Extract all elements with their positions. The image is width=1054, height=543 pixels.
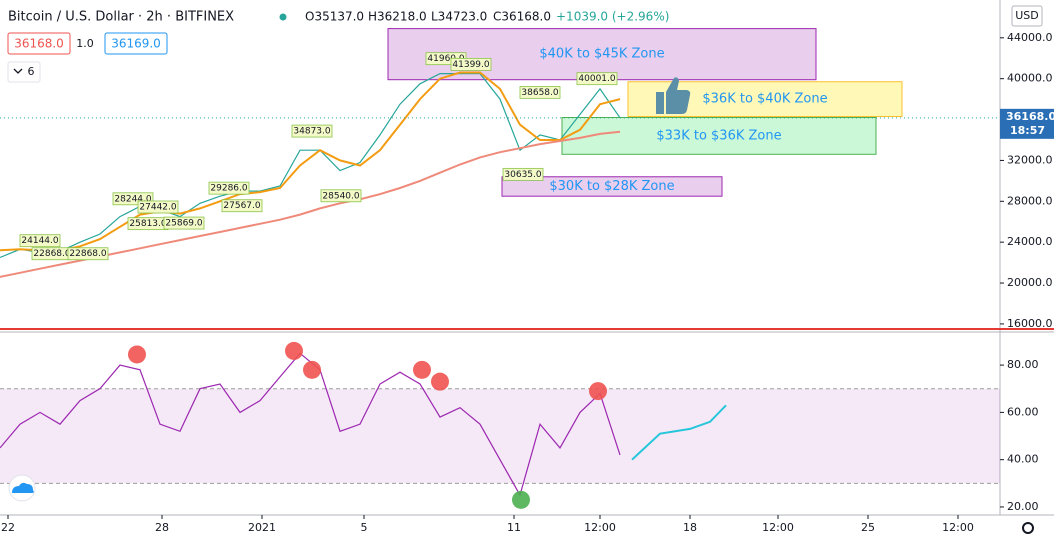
ohlc-close: C36168.0 (493, 10, 551, 24)
last-price-box (1000, 108, 1054, 139)
signal-marker (431, 372, 449, 391)
price-label-box (450, 57, 492, 71)
ohlc-change: +1039.0 (+2.96%) (556, 10, 669, 24)
rsi-band (0, 388, 1000, 484)
price-label: 27567.0 (223, 201, 260, 211)
zone-label: $40K to $45K Zone (539, 47, 664, 62)
x-tick-label: 11 (507, 521, 521, 534)
price-label: 27442.0 (139, 202, 176, 212)
price-label: 25869.0 (165, 219, 202, 229)
zone-label: $36K to $40K Zone (702, 92, 827, 107)
price-label-box (519, 85, 561, 99)
price-label: 40001.0 (578, 74, 615, 84)
status-dot (279, 13, 287, 21)
sell-price[interactable]: 36168.0 (14, 37, 64, 51)
currency-button[interactable] (1011, 5, 1043, 27)
price-label: 22868.0 (33, 249, 70, 259)
x-tick-label: 2021 (248, 521, 276, 534)
price-label: 30635.0 (504, 170, 541, 180)
x-tick-label: 12:00 (762, 521, 794, 534)
y-tick-label: 16000.0 (1007, 317, 1053, 330)
y-tick-label: 24000.0 (1007, 235, 1053, 248)
x-tick-label: 5 (361, 521, 368, 534)
signal-marker (589, 382, 607, 401)
signal-marker (413, 360, 431, 379)
price-axis (1000, 0, 1054, 543)
series-line (0, 71, 621, 252)
y-tick-label: 40000.0 (1007, 72, 1053, 85)
price-label-box (19, 234, 61, 248)
buy-price[interactable]: 36169.0 (111, 37, 161, 51)
price-label-box (67, 247, 109, 261)
zone (501, 176, 723, 197)
price-label-box (291, 124, 333, 138)
indicators-toggle[interactable] (7, 61, 41, 83)
ohlc-low: L34723.0 (431, 10, 487, 24)
series-line (0, 73, 621, 259)
settings-icon[interactable] (1022, 522, 1034, 534)
x-tick-label: 22 (1, 521, 15, 534)
y-tick-label: 60.00 (1007, 405, 1039, 418)
logo-icon (12, 482, 34, 493)
price-label: 41960.0 (427, 54, 464, 64)
ohlc-open: O35137.0 (305, 10, 364, 24)
price-label-box (163, 216, 205, 230)
x-tick-label: 18 (683, 521, 697, 534)
price-label: 28540.0 (322, 191, 359, 201)
thumbs-up-icon (656, 77, 691, 114)
y-tick-label: 28000.0 (1007, 194, 1053, 207)
x-tick-label: 28 (155, 521, 169, 534)
order-size[interactable]: 1.0 (76, 37, 94, 50)
zone (561, 117, 877, 155)
currency[interactable]: USD (1015, 9, 1039, 22)
countdown: 18:57 (1010, 124, 1045, 137)
price-label-box (221, 199, 263, 213)
buy-button[interactable] (104, 32, 168, 55)
price-label: 22868.0 (69, 249, 106, 259)
x-tick-label: 12:00 (584, 521, 616, 534)
y-tick-label: 40.00 (1007, 453, 1039, 466)
chevron-icon (13, 68, 23, 74)
price-label: 24144.0 (21, 236, 58, 246)
price-label-box (137, 200, 179, 214)
y-tick-label: 44000.0 (1007, 31, 1053, 44)
price-label: 25813.0 (129, 219, 166, 229)
price-label-box (208, 181, 250, 195)
signal-marker (128, 345, 146, 364)
series-line (631, 404, 727, 461)
plot: $40K to $45K Zone $36K to $40K Zone $33K t… (0, 28, 1000, 509)
price-label: 29286.0 (210, 184, 247, 194)
signal-marker (285, 341, 303, 360)
y-tick-label: 20000.0 (1007, 276, 1053, 289)
ohlc-high: H36218.0 (368, 10, 427, 24)
price-label-box (502, 167, 544, 181)
signal-marker (303, 360, 321, 379)
last-price-label: 36168.0 (1006, 110, 1054, 123)
x-tick-label: 12:00 (942, 521, 974, 534)
y-tick-label: 80.00 (1007, 358, 1039, 371)
y-tick-label: 32000.0 (1007, 153, 1053, 166)
zone-label: $33K to $36K Zone (656, 128, 781, 143)
x-tick-label: 25 (861, 521, 875, 534)
signal-marker (512, 490, 530, 509)
indicator-count[interactable]: 6 (28, 65, 35, 78)
price-label: 28244.0 (114, 194, 151, 204)
symbol-title: Bitcoin / U.S. Dollar · 2h · BITFINEX (8, 10, 234, 25)
price-label-box (576, 72, 618, 86)
price-label: 38658.0 (521, 88, 558, 98)
zone-label: $30K to $28K Zone (549, 179, 674, 194)
price-label: 41399.0 (452, 60, 489, 70)
y-tick-label: 20.00 (1007, 500, 1039, 513)
sell-button[interactable] (7, 32, 71, 55)
price-label-box (320, 189, 362, 203)
price-label: 34873.0 (293, 127, 330, 137)
